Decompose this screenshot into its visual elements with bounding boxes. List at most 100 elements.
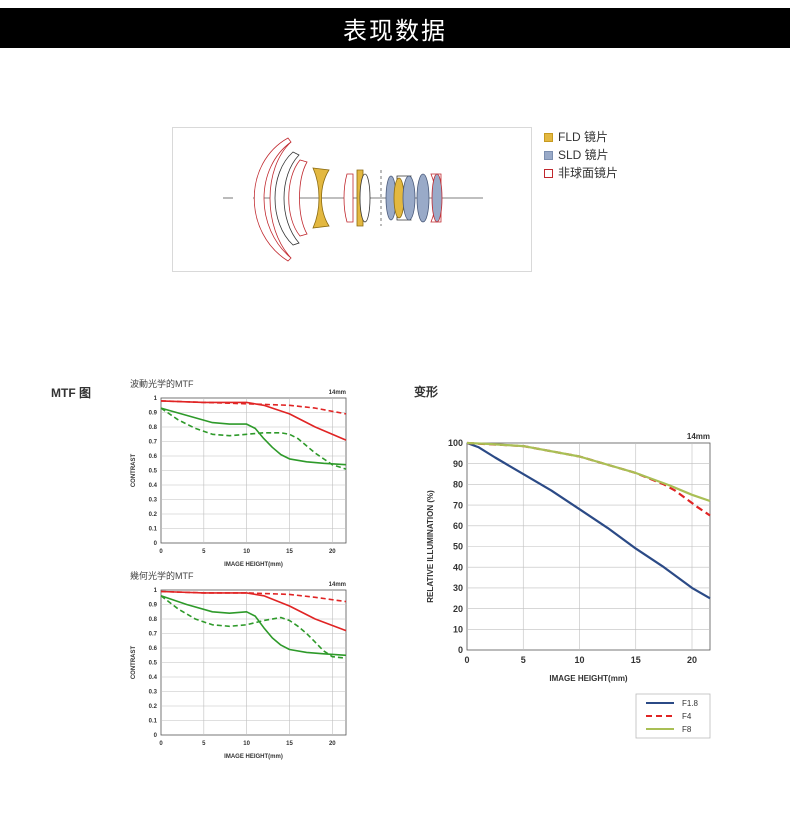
mtf-geometric-ytick-label: 0.4: [149, 675, 158, 681]
mtf-geometric-title: 幾何光学的MTF: [130, 571, 194, 581]
mtf-geometric-yaxis-label: CONTRAST: [131, 646, 137, 680]
mtf-wave-ytick-label: 0.9: [149, 411, 158, 417]
mtf-wave-xtick-label: 5: [202, 549, 206, 555]
illumination-series-red-dashed: [466, 441, 711, 517]
illumination-yaxis-label: RELATIVE ILLUMINATION (%): [426, 490, 435, 603]
mtf-geometric-ytick-label: 0.6: [149, 646, 158, 652]
banner-title: 表现数据: [343, 17, 447, 45]
mtf-wave-ytick-label: 0.5: [149, 469, 158, 475]
illumination-ytick-label: 60: [453, 521, 463, 531]
illumination-xtick-label: 20: [687, 655, 697, 665]
mtf-wave-chart-group: 00.10.20.30.40.50.60.70.80.910 5 10 15 2014m…: [131, 390, 347, 568]
distortion-section-label: 变形: [414, 385, 439, 399]
mtf-geometric-xtick-label: 0: [159, 741, 163, 747]
fld-swatch: [544, 132, 553, 142]
mtf-geometric-ytick-label: 0.2: [149, 704, 158, 710]
illumination-xtick-label: 15: [631, 655, 641, 665]
legend-label-fld: FLD 镜片: [558, 130, 609, 144]
mtf-wave-title: 波動光学的MTF: [130, 379, 194, 389]
mtf-wave-series-green-solid: [160, 407, 347, 466]
legend-label-aspherical: 非球面镜片: [558, 166, 619, 180]
sld-swatch: [544, 150, 553, 160]
mtf-geometric-xtick-label: 5: [202, 741, 206, 747]
mtf-wave-yaxis-label: CONTRAST: [131, 454, 137, 488]
lens-element-6: [359, 173, 371, 223]
mtf-geometric-xtick-label: 20: [329, 741, 336, 747]
lens-element-3: [274, 151, 300, 246]
mtf-wave-plot-frame: [160, 397, 347, 544]
illumination-ytick-label: 20: [453, 604, 463, 614]
mtf-wave-ytick-label: 0.4: [149, 483, 158, 489]
mtf-wave-ytick-label: 0: [154, 541, 158, 547]
mtf-geometric-ytick-label: 0.3: [149, 690, 158, 696]
illumination-legend-box: [635, 693, 711, 739]
illumination-ytick-label: 80: [453, 480, 463, 490]
lens-element-fld-3: [393, 177, 405, 219]
lens-element-sld-3: [416, 173, 430, 223]
mtf-geometric-focal-label: 14mm: [329, 582, 346, 588]
legend-item-fld: FLD 镜片: [544, 128, 618, 146]
illumination-series-blue-solid: [466, 441, 711, 600]
lens-diagram-svg: [223, 137, 483, 262]
illumination-ytick-label: 70: [453, 500, 463, 510]
mtf-geometric-xtick-label: 10: [243, 741, 250, 747]
mtf-geometric-ytick-label: 0.1: [149, 719, 158, 725]
mtf-wave-xtick-label: 20: [329, 549, 336, 555]
mtf-geometric-chart-group: 00.10.20.30.40.50.60.70.80.910 5 10 15 2014m…: [131, 582, 347, 760]
mtf-geometric-ytick-label: 0: [154, 733, 158, 739]
mtf-geometric-ytick-label: 0.9: [149, 603, 158, 609]
illumination-ytick-label: 50: [453, 542, 463, 552]
page-banner: 表现数据: [0, 8, 790, 48]
mtf-geometric-series-green-dashed: [160, 595, 347, 659]
legend-label-F4: F4: [682, 712, 692, 721]
legend-item-sld: SLD 镜片: [544, 146, 618, 164]
mtf-wave-xaxis-label: IMAGE HEIGHT(mm): [224, 562, 283, 568]
mtf-wave-focal-label: 14mm: [329, 390, 346, 396]
lens-element-sld-4: [431, 173, 443, 223]
legend-label-F8: F8: [682, 725, 692, 734]
mtf-geometric-ytick-label: 0.5: [149, 661, 158, 667]
illumination-ytick-label: 0: [458, 645, 463, 655]
mtf-geometric-xtick-label: 15: [286, 741, 293, 747]
illumination-plot-frame: [466, 442, 711, 651]
aspherical-swatch: [544, 168, 553, 178]
illumination-xtick-label: 5: [521, 655, 526, 665]
illumination-ytick-label: 100: [448, 438, 463, 448]
lens-element-fld-1: [312, 167, 330, 229]
legend-label-F1.8: F1.8: [682, 699, 699, 708]
mtf-geometric-xaxis-label: IMAGE HEIGHT(mm): [224, 754, 283, 760]
lens-element-sld-2: [402, 175, 416, 221]
mtf-wave-xtick-label: 15: [286, 549, 293, 555]
mtf-geometric-ytick-label: 1: [154, 588, 158, 594]
mtf-geometric-ytick-label: 0.7: [149, 632, 158, 638]
illumination-xtick-label: 0: [464, 655, 469, 665]
lens-legend: FLD 镜片 SLD 镜片 非球面镜片: [544, 128, 618, 182]
illumination-ytick-label: 40: [453, 562, 463, 572]
illumination-ytick-label: 90: [453, 459, 463, 469]
illumination-ytick-label: 30: [453, 583, 463, 593]
lens-element-1: [253, 137, 292, 262]
illumination-series-olive-solid: [466, 441, 711, 503]
mtf-wave-series-green-dashed: [160, 407, 347, 470]
mtf-wave-ytick-label: 0.1: [149, 527, 158, 533]
legend-label-sld: SLD 镜片: [558, 148, 609, 162]
mtf-geometric-ytick-label: 0.8: [149, 617, 158, 623]
mtf-geometric-series-red-dashed: [160, 590, 347, 603]
mtf-section-label: MTF 图: [51, 386, 91, 400]
mtf-wave-ytick-label: 0.3: [149, 498, 158, 504]
illumination-ytick-label: 10: [453, 624, 463, 634]
legend-item-aspherical: 非球面镜片: [544, 164, 618, 182]
mtf-wave-xtick-label: 0: [159, 549, 163, 555]
illumination-xtick-label: 10: [574, 655, 584, 665]
mtf-wave-ytick-label: 1: [154, 396, 158, 402]
illumination-xaxis-label: IMAGE HEIGHT(mm): [549, 674, 628, 683]
mtf-geometric-series-red-solid: [160, 590, 347, 632]
lens-element-5: [343, 173, 354, 223]
mtf-wave-series-red-solid: [160, 400, 347, 441]
mtf-wave-ytick-label: 0.2: [149, 512, 158, 518]
mtf-geometric-plot-frame: [160, 589, 347, 736]
illumination-focal-label: 14mm: [687, 432, 710, 441]
illumination-chart-group: 0 10 20 30 40 50 60 70 80 90 100 0 5 10 15 20 14mm IMAGE …: [426, 432, 711, 739]
mtf-wave-series-red-dashed: [160, 400, 347, 415]
mtf-wave-ytick-label: 0.6: [149, 454, 158, 460]
